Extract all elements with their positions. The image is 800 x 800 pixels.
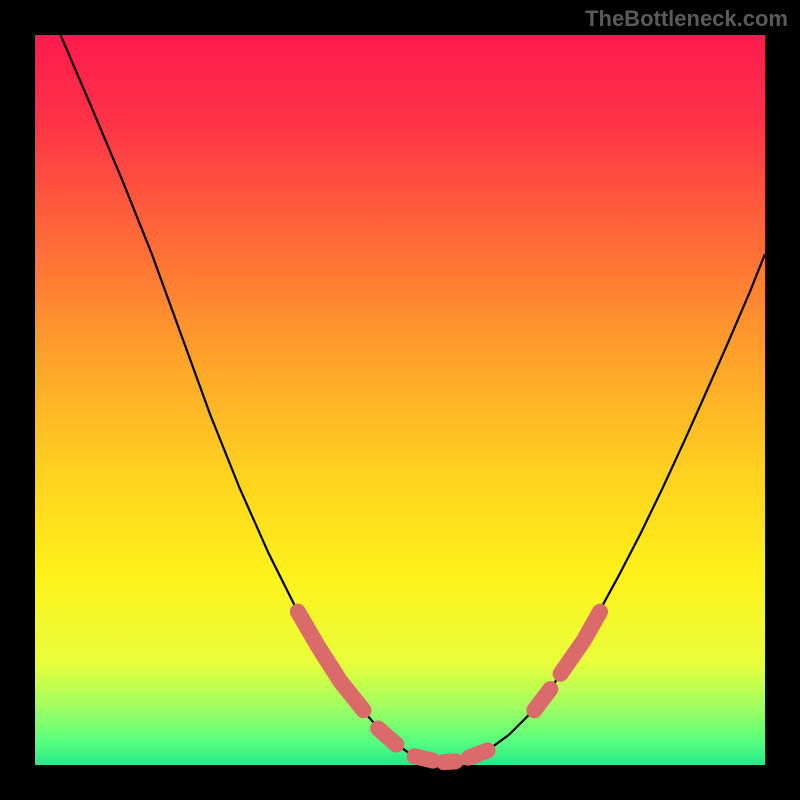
highlight-segment	[444, 761, 456, 762]
highlight-segment	[415, 756, 433, 760]
plot-background	[35, 35, 765, 765]
highlight-segment	[469, 750, 488, 757]
plot-svg	[0, 0, 800, 800]
watermark-text: TheBottleneck.com	[585, 6, 788, 32]
chart-stage: TheBottleneck.com	[0, 0, 800, 800]
